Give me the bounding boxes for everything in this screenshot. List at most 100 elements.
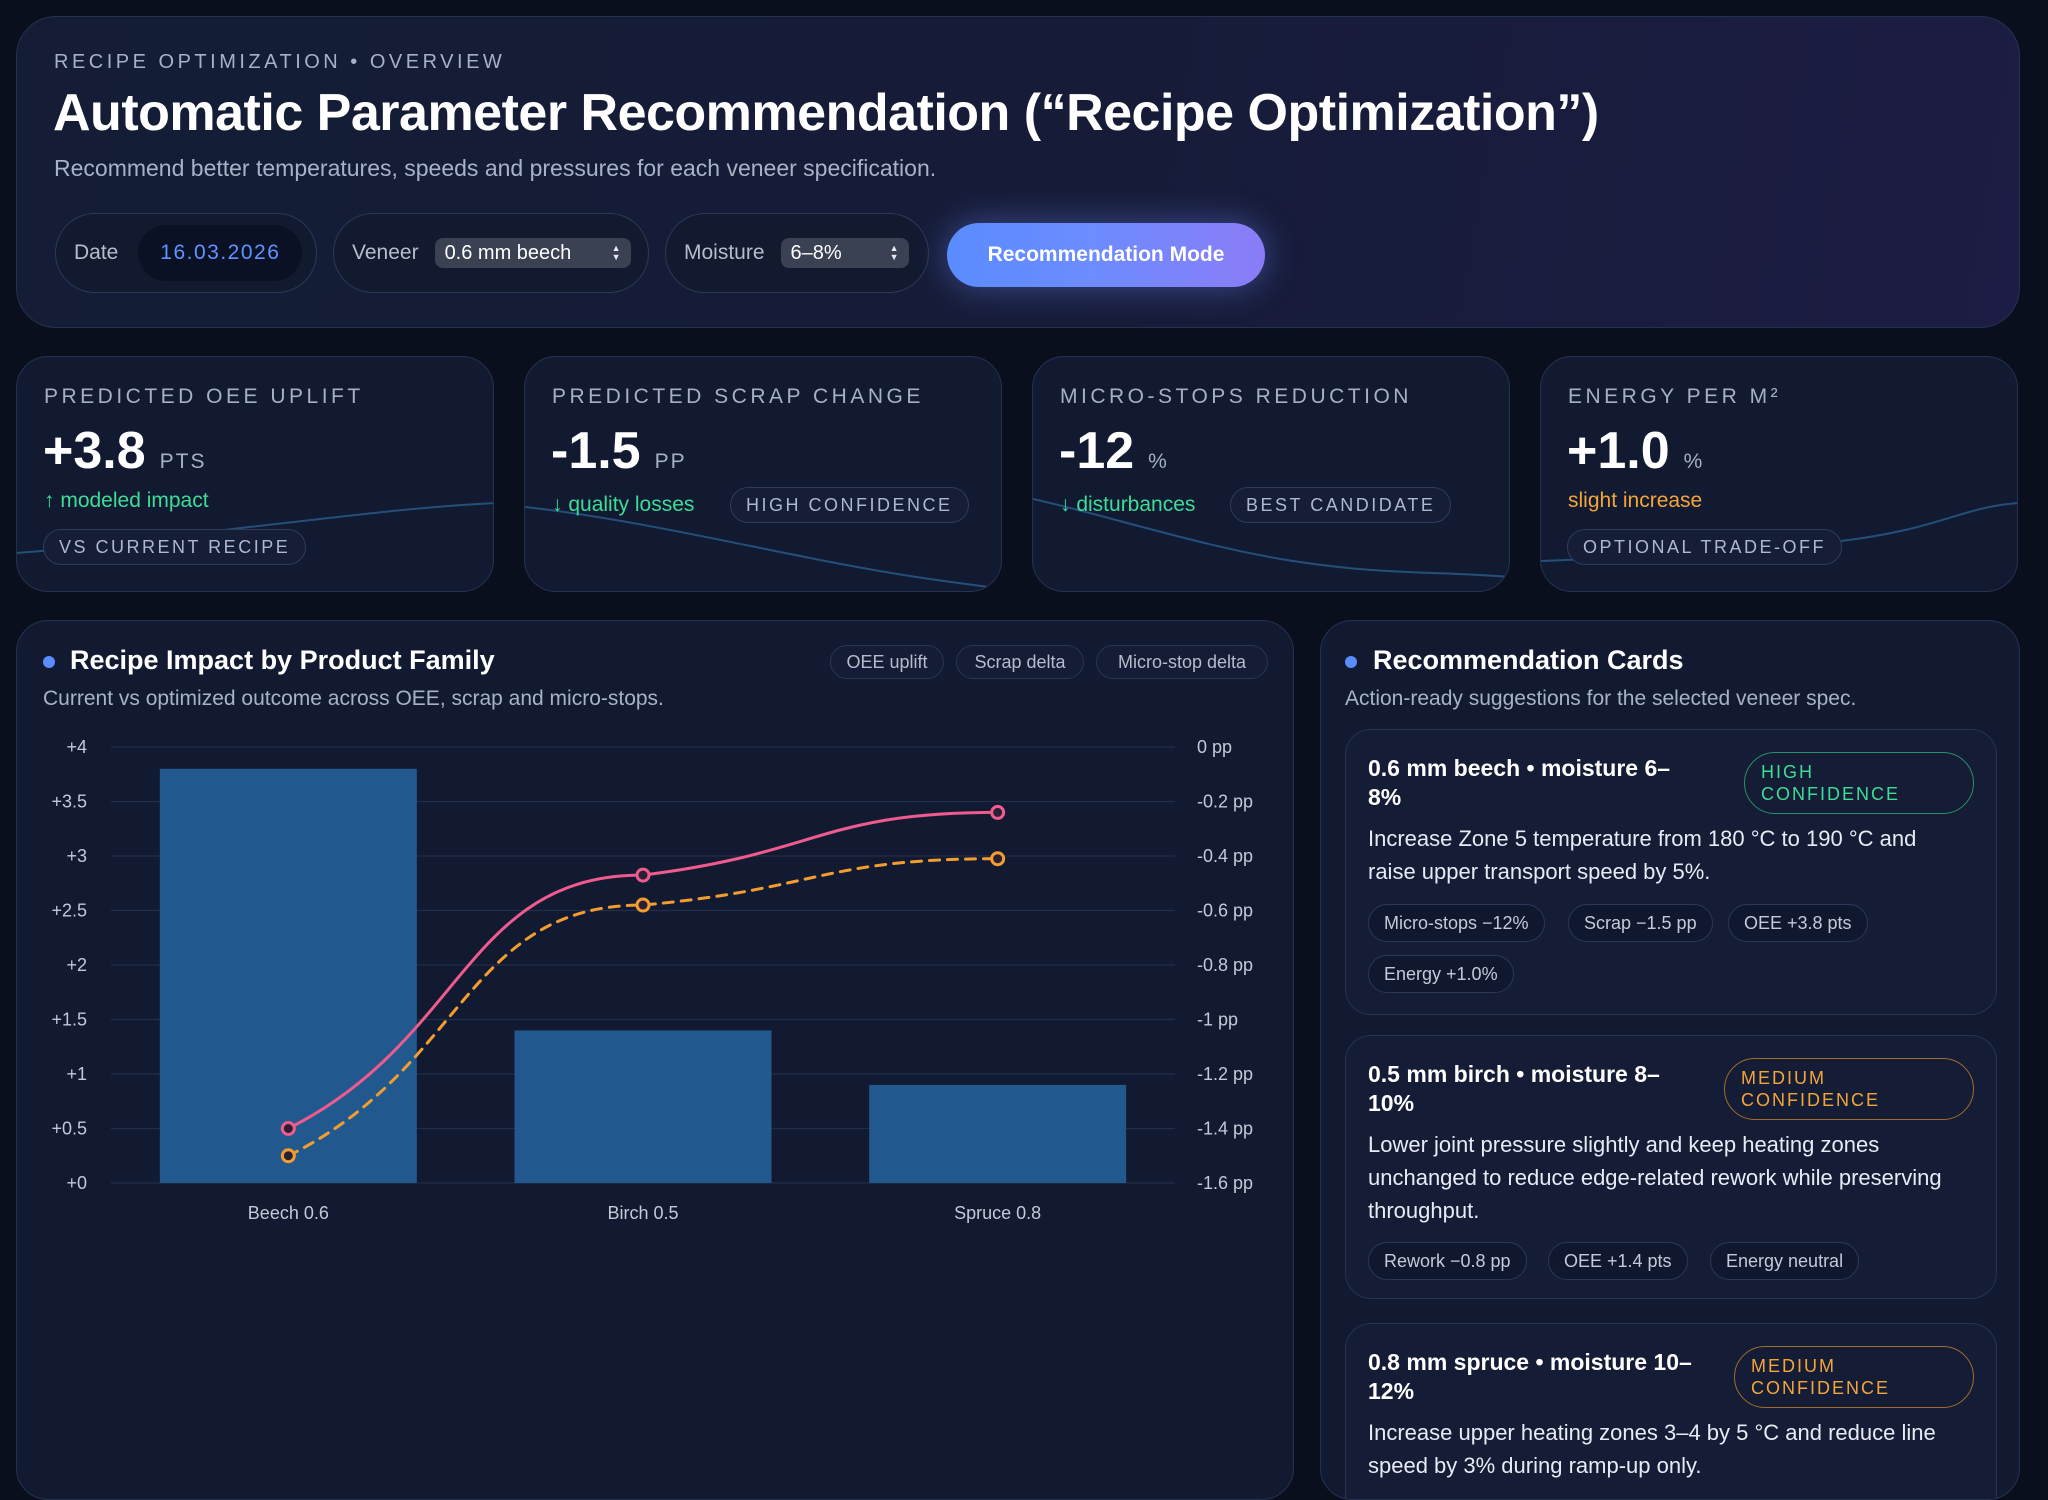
- kpi-label: ENERGY PER M²: [1568, 385, 1782, 408]
- recommendation-mode-button[interactable]: Recommendation Mode: [947, 223, 1265, 287]
- recommendation-card[interactable]: 0.5 mm birch • moisture 8– 10% MEDIUM CO…: [1345, 1035, 1997, 1299]
- y2-tick-label: -1.6 pp: [1197, 1173, 1253, 1193]
- rec-title-line1: 0.8 mm spruce • moisture 10–: [1368, 1349, 1692, 1375]
- rec-title: 0.5 mm birch • moisture 8– 10%: [1368, 1060, 1660, 1118]
- bar-oee-uplift: [514, 1030, 772, 1183]
- y2-tick-label: -1 pp: [1197, 1010, 1238, 1030]
- eyebrow: RECIPE OPTIMIZATION • OVERVIEW: [54, 51, 506, 73]
- point-scrap-delta: [635, 897, 651, 913]
- veneer-control: Veneer 0.6 mm beech ▲ ▼: [333, 213, 649, 293]
- confidence-line2: CONFIDENCE: [1751, 1378, 1891, 1398]
- impact-chip: Energy neutral: [1710, 1242, 1860, 1280]
- rec-title-line2: 8%: [1368, 784, 1402, 810]
- kpi-label: MICRO-STOPS REDUCTION: [1060, 385, 1412, 408]
- x-tick-label: Birch 0.5: [607, 1203, 678, 1223]
- y-tick-label: +3: [66, 846, 87, 866]
- kpi-label: PREDICTED SCRAP CHANGE: [552, 385, 924, 408]
- kpi-unit: PP: [654, 450, 687, 473]
- impact-chip: OEE +1.4 pts: [1548, 1242, 1688, 1280]
- veneer-select[interactable]: 0.6 mm beech ▲ ▼: [434, 238, 631, 268]
- y-tick-label: +3.5: [51, 792, 87, 812]
- sparkline: [525, 506, 1001, 590]
- y2-tick-label: 0 pp: [1197, 737, 1232, 757]
- line-scrap-delta: [286, 857, 1000, 1158]
- impact-chip: Scrap −1.5 pp: [1568, 904, 1713, 942]
- veneer-label: Veneer: [352, 241, 419, 264]
- kpi-note: ↓ quality losses: [552, 493, 695, 516]
- impact-chip: Energy +1.0%: [1368, 955, 1514, 993]
- y-tick-label: +2: [66, 955, 87, 975]
- y-tick-label: +4: [66, 737, 87, 757]
- line-micro-stop-delta: [286, 810, 1000, 1130]
- kpi-card-microstops: MICRO-STOPS REDUCTION -12 % ↓ disturbanc…: [1032, 356, 1510, 592]
- select-arrows-icon: ▲ ▼: [889, 243, 899, 262]
- header-card: RECIPE OPTIMIZATION • OVERVIEW Automatic…: [16, 16, 2020, 328]
- date-control: Date 16.03.2026: [55, 213, 317, 293]
- recipe-impact-panel: +0 +0.5 +1 +1.5 +2 +2.5 +3 +3.5 +4 -1.6 pp -1.4 pp…: [16, 620, 1294, 1500]
- page-title: Automatic Parameter Recommendation (“Rec…: [53, 84, 1599, 142]
- kpi-note: ↓ disturbances: [1060, 493, 1196, 516]
- dashboard-page: RECIPE OPTIMIZATION • OVERVIEW Automatic…: [16, 16, 2020, 1500]
- panel-dot-icon: [1345, 656, 1357, 668]
- veneer-select-value: 0.6 mm beech: [444, 241, 572, 264]
- legend-chip-microstop[interactable]: Micro-stop delta: [1096, 645, 1268, 679]
- point-scrap-delta: [990, 851, 1006, 867]
- kpi-label: PREDICTED OEE UPLIFT: [44, 385, 364, 408]
- rec-title-line2: 12%: [1368, 1378, 1415, 1404]
- kpi-number: -1.5: [551, 422, 641, 480]
- impact-chip: Rework −0.8 pp: [1368, 1242, 1527, 1280]
- impact-chip: OEE +3.8 pts: [1728, 904, 1868, 942]
- rec-title: 0.6 mm beech • moisture 6– 8%: [1368, 754, 1670, 812]
- rec-title-line1: 0.6 mm beech • moisture 6–: [1368, 755, 1671, 781]
- y2-tick-label: -1.4 pp: [1197, 1119, 1253, 1139]
- y-tick-label: +0.5: [51, 1119, 87, 1139]
- legend-chip-scrap[interactable]: Scrap delta: [956, 645, 1084, 679]
- kpi-unit: %: [1683, 450, 1705, 473]
- y2-tick-label: -0.8 pp: [1197, 955, 1253, 975]
- kpi-value: +3.8 PTS: [43, 421, 207, 481]
- kpi-tag: OPTIONAL TRADE-OFF: [1567, 529, 1843, 565]
- point-micro-stop-delta: [635, 867, 651, 883]
- moisture-control: Moisture 6–8% ▲ ▼: [665, 213, 929, 293]
- x-tick-label: Beech 0.6: [248, 1203, 329, 1223]
- date-input[interactable]: 16.03.2026: [138, 225, 303, 281]
- legend-chip-oee[interactable]: OEE uplift: [830, 645, 944, 679]
- confidence-line2: CONFIDENCE: [1761, 784, 1901, 804]
- moisture-select[interactable]: 6–8% ▲ ▼: [780, 238, 909, 268]
- kpi-tag: HIGH CONFIDENCE: [730, 487, 969, 523]
- point-micro-stop-delta: [280, 1121, 296, 1136]
- rec-title: 0.8 mm spruce • moisture 10– 12%: [1368, 1348, 1692, 1406]
- panel-dot-icon: [43, 656, 55, 668]
- kpi-number: +1.0: [1567, 422, 1670, 480]
- confidence-badge: HIGH CONFIDENCE: [1744, 752, 1974, 814]
- page-subtitle: Recommend better temperatures, speeds an…: [54, 155, 937, 181]
- rec-body: Increase Zone 5 temperature from 180 °C …: [1368, 826, 1917, 884]
- date-label: Date: [74, 241, 119, 264]
- y2-tick-label: -0.4 pp: [1197, 846, 1253, 866]
- kpi-card-energy: ENERGY PER M² +1.0 % slight increase OPT…: [1540, 356, 2018, 592]
- y-tick-label: +0: [66, 1173, 87, 1193]
- confidence-line1: HIGH: [1761, 762, 1814, 782]
- confidence-badge: MEDIUM CONFIDENCE: [1734, 1346, 1974, 1408]
- recs-panel-title: Recommendation Cards: [1373, 645, 1684, 675]
- kpi-value: -12 %: [1059, 421, 1169, 481]
- y-tick-label: +1: [66, 1064, 87, 1084]
- y2-tick-label: -0.2 pp: [1197, 792, 1253, 812]
- impact-chip: Micro-stops −12%: [1368, 904, 1545, 942]
- moisture-select-value: 6–8%: [790, 241, 842, 264]
- kpi-number: +3.8: [43, 422, 146, 480]
- recommendation-card[interactable]: 0.8 mm spruce • moisture 10– 12% MEDIUM …: [1345, 1323, 1997, 1499]
- moisture-label: Moisture: [684, 241, 765, 264]
- kpi-tag: VS CURRENT RECIPE: [43, 529, 307, 565]
- confidence-line1: MEDIUM: [1751, 1356, 1836, 1376]
- kpi-unit: PTS: [159, 450, 207, 473]
- recommendation-card[interactable]: 0.6 mm beech • moisture 6– 8% HIGH CONFI…: [1345, 729, 1997, 1015]
- x-tick-label: Spruce 0.8: [954, 1203, 1041, 1223]
- kpi-note: slight increase: [1568, 489, 1703, 512]
- sparkline: [1033, 498, 1509, 578]
- recs-panel-subtitle: Action-ready suggestions for the selecte…: [1345, 687, 1857, 710]
- y-tick-label: +2.5: [51, 901, 87, 921]
- confidence-line1: MEDIUM: [1741, 1068, 1826, 1088]
- chart-panel-subtitle: Current vs optimized outcome across OEE,…: [43, 687, 664, 710]
- y2-tick-label: -0.6 pp: [1197, 901, 1253, 921]
